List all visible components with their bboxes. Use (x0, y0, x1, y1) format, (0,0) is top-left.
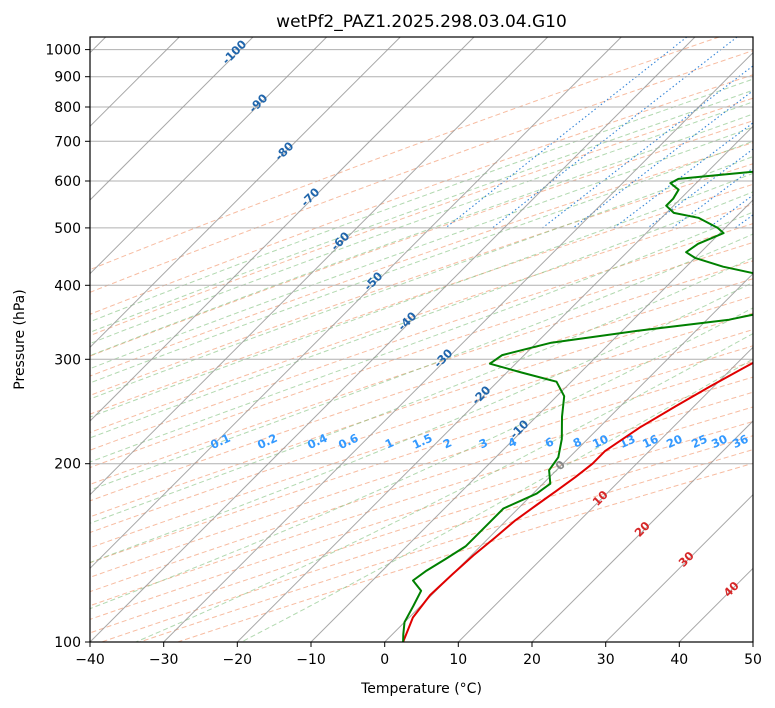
moist-adiabat (90, 172, 753, 418)
dry-adiabat (90, 37, 720, 271)
dry-adiabat (90, 345, 753, 564)
isotherm-line (163, 51, 753, 642)
skewed-isotherms (90, 37, 753, 642)
y-tick-label: 200 (54, 457, 81, 473)
sounding-series (402, 170, 753, 642)
y-tick-label: 700 (54, 134, 81, 150)
y-tick-label: 1000 (45, 43, 81, 59)
isotherm-line (90, 37, 622, 570)
dry-adiabat (90, 223, 753, 451)
dry-adiabat (90, 329, 753, 549)
dewpoint-line (402, 170, 753, 642)
mixing-ratio-line (542, 65, 753, 229)
plot-frame (89, 36, 754, 643)
isotherm-line (90, 37, 696, 642)
isotherm-line (605, 493, 753, 642)
x-tick-label: 10 (449, 652, 467, 668)
y-tick-label: 800 (54, 100, 81, 116)
isotherm-line (90, 37, 401, 349)
x-tick-label: −20 (223, 652, 253, 668)
x-axis-label: Temperature (°C) (360, 681, 482, 697)
isotherm-line (90, 37, 475, 422)
dry-adiabat (90, 312, 753, 534)
pressure-gridlines (90, 49, 753, 642)
mixing-ratio-label: 36 (730, 432, 750, 451)
dry-adiabat (90, 97, 753, 337)
x-tick-label: 50 (744, 652, 762, 668)
isotherm-line (384, 272, 753, 642)
isotherm-line (90, 37, 549, 496)
mixing-ratio-line (572, 90, 753, 229)
isotherm-line (236, 125, 753, 642)
moist-adiabat (241, 358, 753, 642)
isotherm-line (90, 37, 254, 201)
x-tick-label: −40 (75, 652, 105, 668)
mixing-ratio-label: 16 (640, 432, 660, 451)
x-tick-label: −10 (296, 652, 326, 668)
dry-adiabat (90, 361, 753, 578)
mixing-ratio-label: 30 (709, 432, 729, 451)
moist-adiabat (90, 78, 753, 323)
moist-adiabat (90, 307, 753, 610)
y-axis-label: Pressure (hPa) (12, 289, 28, 389)
x-tick-label: 20 (523, 652, 541, 668)
dry-adiabat (90, 241, 753, 469)
mixing-ratio-label: 20 (664, 432, 684, 451)
chart-title: wetPf2_PAZ1.2025.298.03.04.G10 (276, 12, 567, 32)
moist-adiabat (90, 211, 753, 463)
dry-adiabat (90, 50, 753, 293)
y-tick-label: 100 (54, 635, 81, 651)
moist-adiabat (90, 156, 753, 400)
dry-adiabat (90, 376, 753, 593)
y-tick-label: 900 (54, 70, 81, 86)
x-tick-label: 0 (380, 652, 389, 668)
mixing-ratio-label: 10 (590, 432, 610, 451)
moist-adiabat (90, 101, 753, 345)
isotherm-line (310, 199, 753, 642)
dry-adiabat (90, 391, 753, 607)
y-tick-label: 300 (54, 352, 81, 368)
axis-ticks: −40 −30 −20 −10 0 10 20 30 40 50 100 200 300 400 500 60… (45, 43, 762, 668)
y-tick-label: 500 (54, 221, 81, 237)
dry-adiabat (90, 278, 753, 502)
x-tick-label: 40 (670, 652, 688, 668)
mixing-ratio-label: 25 (689, 432, 709, 451)
y-tick-label: 600 (54, 174, 81, 190)
x-tick-label: −30 (149, 652, 179, 668)
moist-adiabat (90, 257, 753, 524)
isotherm-line (90, 37, 328, 275)
mixing-ratio-label: 13 (617, 432, 637, 451)
x-tick-label: 30 (597, 652, 615, 668)
dry-adiabat (90, 142, 753, 377)
isotherm-line (457, 346, 753, 642)
mixing-ratio-line (672, 167, 753, 229)
y-tick-label: 400 (54, 278, 81, 294)
dry-adiabat (90, 163, 753, 396)
isotherm-line (531, 420, 753, 642)
temperature-line (402, 361, 753, 642)
dry-adiabat (90, 295, 753, 518)
